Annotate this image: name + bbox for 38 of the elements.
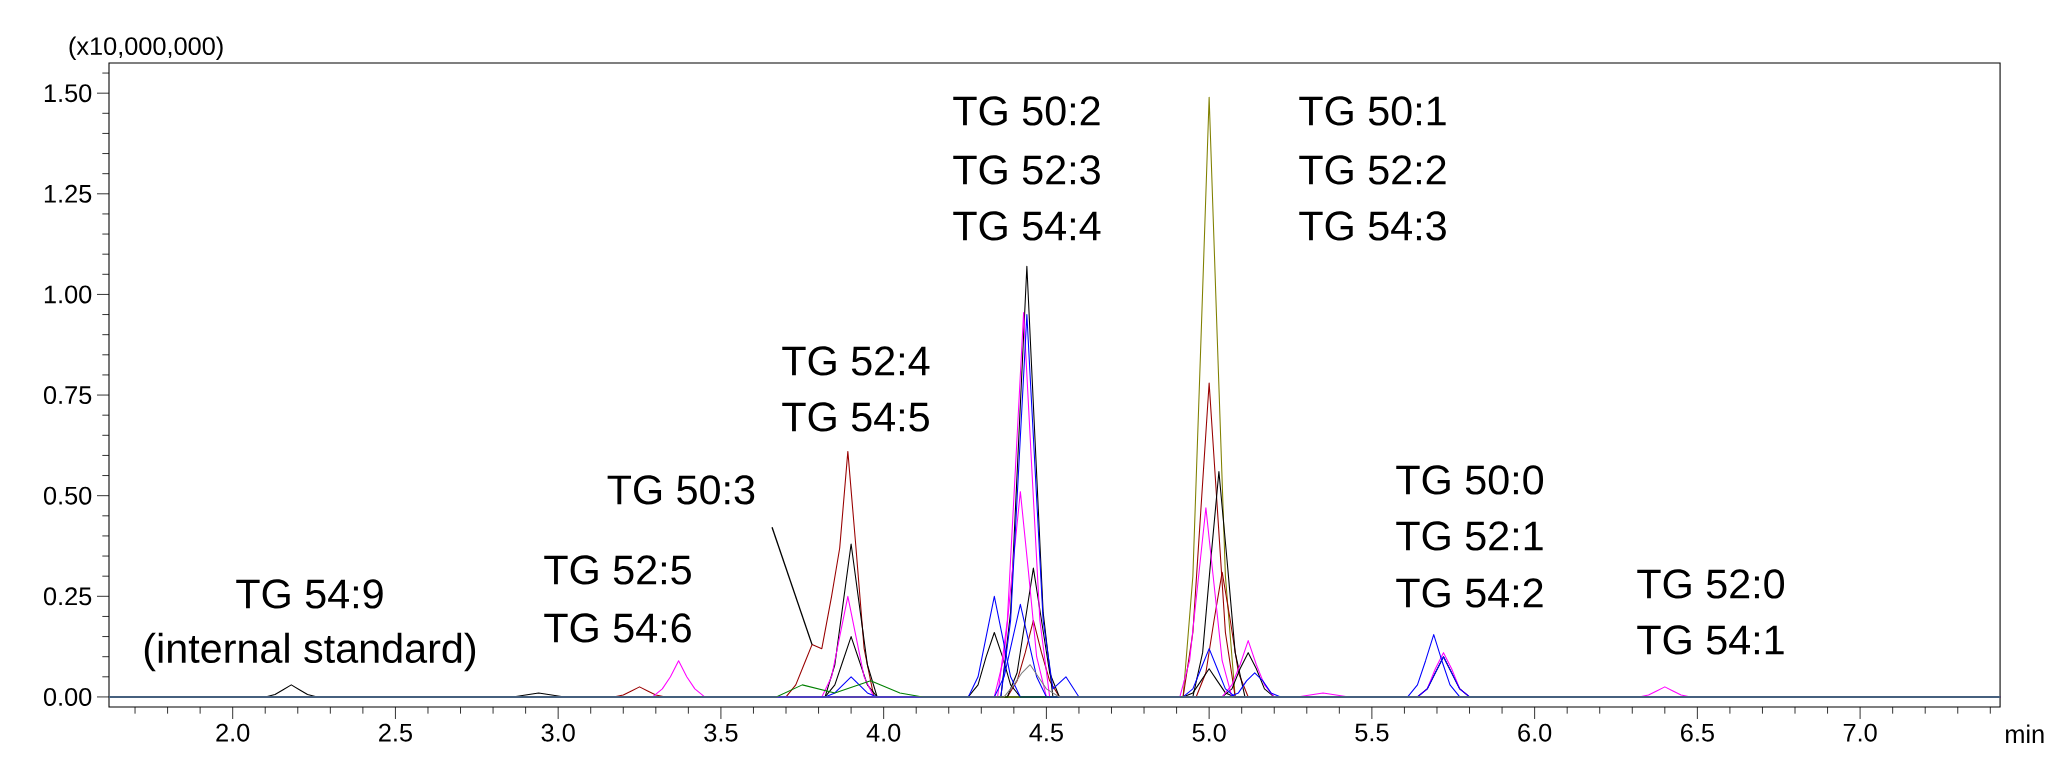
x-tick-label: 6.0 [1518,723,1552,742]
x-tick-label: 2.0 [216,723,250,742]
annotation: TG 54:4 [953,211,1101,241]
x-tick-label: 4.5 [1029,723,1063,742]
x-tick-label: 5.0 [1192,723,1226,742]
y-tick-label: 0.25 [43,587,92,606]
annotation: TG 54:3 [1299,211,1446,241]
y-tick-label: 0.75 [43,386,92,405]
annotation: TG 52:4 [782,346,930,376]
x-tick-label: 5.5 [1355,723,1389,742]
y-tick-label: 1.50 [44,84,92,103]
x-tick-label: 6.5 [1681,723,1714,742]
annotation: TG 54:9 [236,579,383,609]
x-tick-label: 7.0 [1843,723,1877,742]
x-tick-label: 3.5 [704,723,738,742]
annotation: TG 52:5 [544,555,691,585]
y-tick-label: 0.50 [43,486,92,505]
annotation: TG 50:1 [1299,96,1446,126]
annotation: TG 52:2 [1299,155,1446,185]
annotation: TG 52:0 [1637,569,1785,599]
annotation: TG 50:3 [607,475,755,505]
annotation: TG 54:1 [1637,625,1784,655]
y-tick-label: 0.00 [43,687,92,706]
annotation: TG 54:2 [1396,578,1543,608]
y-tick-label: 1.00 [44,285,92,304]
x-axis-title: min [2006,724,2044,743]
annotation: (internal standard) [144,632,476,672]
annotation: TG 52:1 [1396,521,1543,551]
y-axis-title: (x10,000,000) [69,36,223,61]
x-tick-label: 3.0 [541,723,575,742]
y-tick-label: 1.25 [44,184,92,203]
x-tick-label: 2.5 [379,723,412,742]
annotation: TG 50:2 [953,96,1100,126]
x-tick-label: 4.0 [866,723,901,742]
annotation: TG 54:6 [544,613,691,643]
annotation: TG 50:0 [1396,465,1544,495]
annotation: TG 54:5 [782,402,929,432]
annotation: TG 52:3 [953,155,1100,185]
